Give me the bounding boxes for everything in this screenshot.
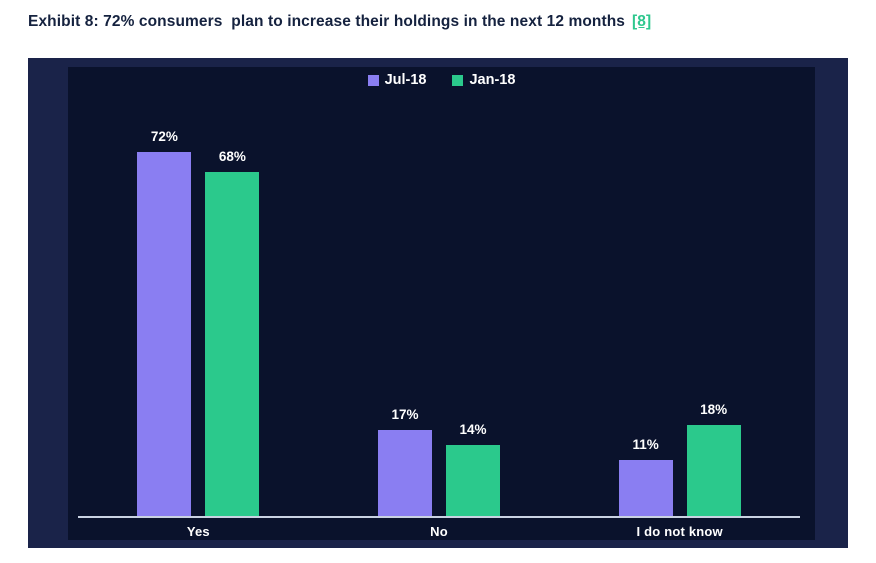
bar-groups: 72% 68% 17% 14% 11% 18%	[78, 67, 800, 516]
bar-group-yes: 72% 68%	[78, 67, 319, 516]
legend-label: Jan-18	[469, 72, 516, 88]
bar-value-label: 14%	[459, 422, 487, 437]
category-label-i-do-not-know: I do not know	[636, 524, 723, 539]
bar-group-no: 17% 14%	[319, 67, 560, 516]
legend-swatch-jan-18	[452, 74, 464, 86]
plot-area: Jul-18 Jan-18 72% 68% 17% 14% 11% 18% Yes No I d…	[68, 67, 815, 540]
chart-panel: Jul-18 Jan-18 72% 68% 17% 14% 11% 18% Yes No I d…	[28, 58, 848, 548]
bar-jan-18-no: 14%	[446, 422, 500, 516]
bar-jul-18-i-do-not-know: 11%	[618, 437, 673, 516]
bar-value-label: 68%	[218, 149, 246, 164]
reference-link[interactable]: [8]	[632, 13, 652, 30]
bar-jul-18-yes: 72%	[137, 129, 192, 516]
x-axis-line	[78, 516, 800, 518]
legend-label: Jul-18	[384, 72, 427, 88]
legend-item-jan-18: Jan-18	[452, 72, 515, 88]
category-label-no: No	[430, 524, 448, 539]
legend: Jul-18 Jan-18	[68, 72, 815, 88]
bar-jul-18-no: 17%	[378, 407, 432, 516]
legend-swatch-jul-18	[367, 74, 379, 86]
exhibit-title: Exhibit 8: 72% consumers plan to increas…	[28, 13, 651, 31]
bar-value-label: 11%	[632, 437, 659, 452]
bar-jan-18-yes: 68%	[205, 149, 260, 516]
category-labels: Yes No I do not know	[78, 524, 800, 539]
bar-jan-18-i-do-not-know: 18%	[686, 402, 741, 516]
bar-value-label: 17%	[391, 407, 419, 422]
bar-value-label: 72%	[150, 129, 178, 144]
bar-value-label: 18%	[700, 402, 728, 417]
legend-item-jul-18: Jul-18	[367, 72, 427, 88]
bar-group-i-do-not-know: 11% 18%	[559, 67, 800, 516]
category-label-yes: Yes	[186, 524, 210, 539]
exhibit-title-text: Exhibit 8: 72% consumers plan to increas…	[28, 13, 626, 30]
